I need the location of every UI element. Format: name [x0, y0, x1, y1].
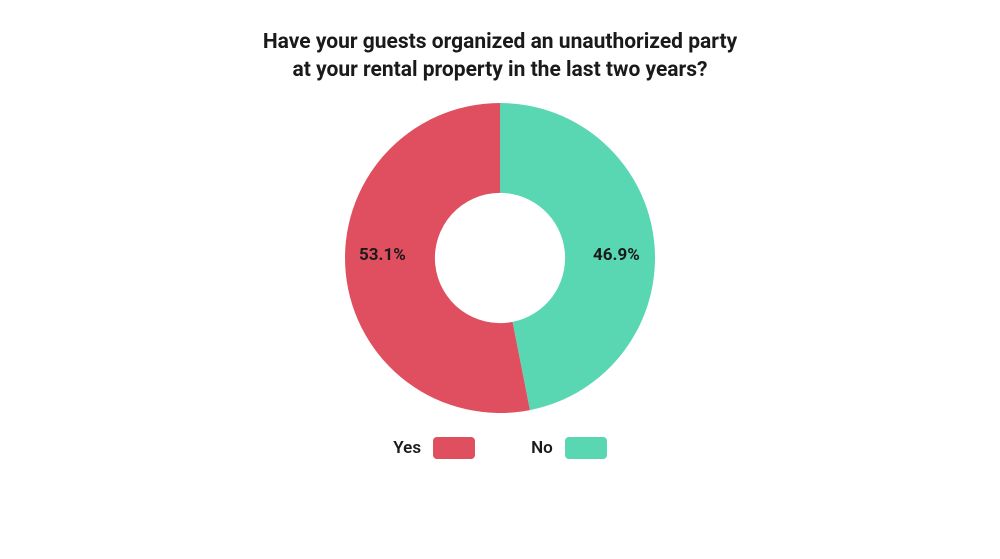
legend-swatch-no: [565, 437, 607, 459]
donut-chart: 53.1% 46.9%: [345, 103, 655, 413]
pct-label-no: 46.9%: [593, 245, 640, 265]
legend-item-yes: Yes: [393, 437, 475, 459]
legend-swatch-yes: [433, 437, 475, 459]
chart-container: Have your guests organized an unauthoriz…: [0, 0, 1000, 559]
chart-title: Have your guests organized an unauthoriz…: [263, 28, 737, 85]
title-line-1: Have your guests organized an unauthoriz…: [263, 30, 737, 54]
legend-label-yes: Yes: [393, 438, 421, 458]
pct-label-yes: 53.1%: [359, 245, 406, 265]
legend-label-no: No: [531, 438, 553, 458]
chart-legend: Yes No: [393, 437, 606, 459]
title-line-2: at your rental property in the last two …: [293, 58, 708, 82]
legend-item-no: No: [531, 437, 607, 459]
